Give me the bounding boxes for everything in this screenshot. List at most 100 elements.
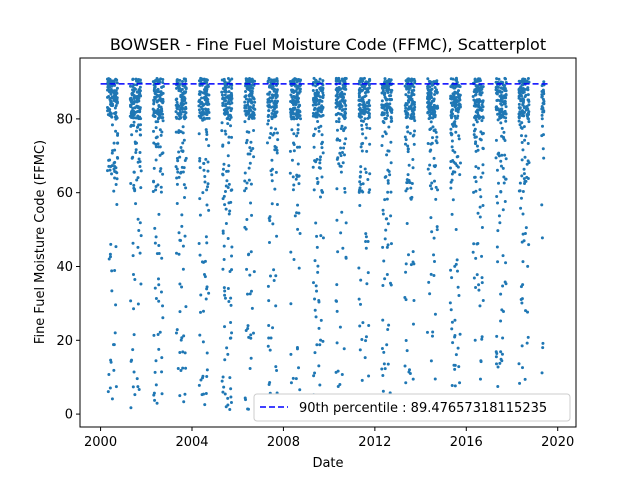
data-point (450, 145, 454, 149)
data-point (526, 93, 530, 97)
data-point (152, 89, 156, 93)
data-point (110, 115, 114, 119)
data-point (523, 377, 527, 381)
data-point (275, 151, 279, 155)
data-point (298, 388, 302, 392)
x-tick-label: 2008 (267, 435, 300, 450)
data-point (176, 159, 180, 163)
data-point (184, 366, 188, 370)
data-point (297, 211, 301, 215)
data-point (109, 242, 113, 246)
data-point (249, 149, 253, 153)
data-point (220, 93, 224, 97)
data-point (453, 384, 457, 388)
data-point (297, 182, 301, 186)
data-point (381, 318, 385, 322)
data-point (474, 180, 478, 184)
data-point (360, 378, 364, 382)
data-point (410, 107, 414, 111)
data-point (500, 153, 504, 157)
data-point (108, 111, 112, 115)
data-point (364, 235, 368, 239)
data-point (316, 107, 320, 111)
data-point (200, 260, 204, 264)
data-point (336, 86, 340, 90)
data-point (230, 188, 234, 192)
data-point (450, 212, 454, 216)
data-point (221, 231, 225, 235)
data-point (500, 126, 504, 130)
data-point (294, 102, 298, 106)
data-point (182, 95, 186, 99)
data-point (313, 101, 317, 105)
data-point (498, 94, 502, 98)
legend-box (253, 393, 571, 422)
data-point (230, 86, 234, 90)
y-tick-label: 40 (56, 260, 73, 275)
data-point (474, 118, 478, 122)
data-point (454, 76, 458, 80)
data-point (108, 168, 112, 172)
data-point (133, 106, 137, 110)
data-point (479, 195, 483, 199)
data-point (275, 148, 279, 152)
data-point (503, 153, 507, 157)
data-point (314, 315, 318, 319)
data-point (152, 129, 156, 133)
data-point (199, 293, 203, 297)
data-point (134, 151, 138, 155)
data-point (335, 341, 339, 345)
data-point (275, 203, 279, 207)
data-point (360, 337, 364, 341)
data-point (358, 348, 362, 352)
data-point (522, 98, 526, 102)
data-point (497, 214, 501, 218)
data-point (288, 80, 292, 84)
data-point (540, 90, 544, 94)
data-point (129, 299, 133, 303)
data-point (297, 366, 301, 370)
data-point (455, 91, 459, 95)
data-point (430, 181, 434, 185)
data-point (457, 293, 461, 297)
data-point (540, 104, 544, 108)
data-point (205, 93, 209, 97)
data-point (363, 117, 367, 121)
data-point (339, 146, 343, 150)
data-point (129, 359, 133, 363)
data-point (387, 125, 391, 129)
data-point (499, 102, 503, 106)
data-point (136, 217, 140, 221)
data-point (430, 141, 434, 145)
data-point (244, 97, 248, 101)
data-point (455, 269, 459, 273)
data-point (114, 182, 118, 186)
data-point (224, 221, 228, 225)
data-point (363, 109, 367, 113)
data-point (457, 102, 461, 106)
data-point (367, 374, 371, 378)
data-point (206, 169, 210, 173)
data-point (343, 111, 347, 115)
data-point (501, 208, 505, 212)
data-point (244, 329, 248, 333)
data-point (245, 218, 249, 222)
data-point (385, 111, 389, 115)
data-point (229, 303, 233, 307)
data-point (522, 239, 526, 243)
data-point (526, 86, 530, 90)
data-point (501, 87, 505, 91)
data-point (521, 103, 525, 107)
data-point (227, 114, 231, 118)
data-point (541, 346, 545, 350)
data-point (359, 278, 363, 282)
data-point (198, 90, 202, 94)
data-point (291, 376, 295, 380)
data-point (519, 85, 523, 89)
data-point (180, 87, 184, 91)
data-point (271, 87, 275, 91)
data-point (311, 89, 315, 93)
data-point (130, 110, 134, 114)
data-point (250, 306, 254, 310)
